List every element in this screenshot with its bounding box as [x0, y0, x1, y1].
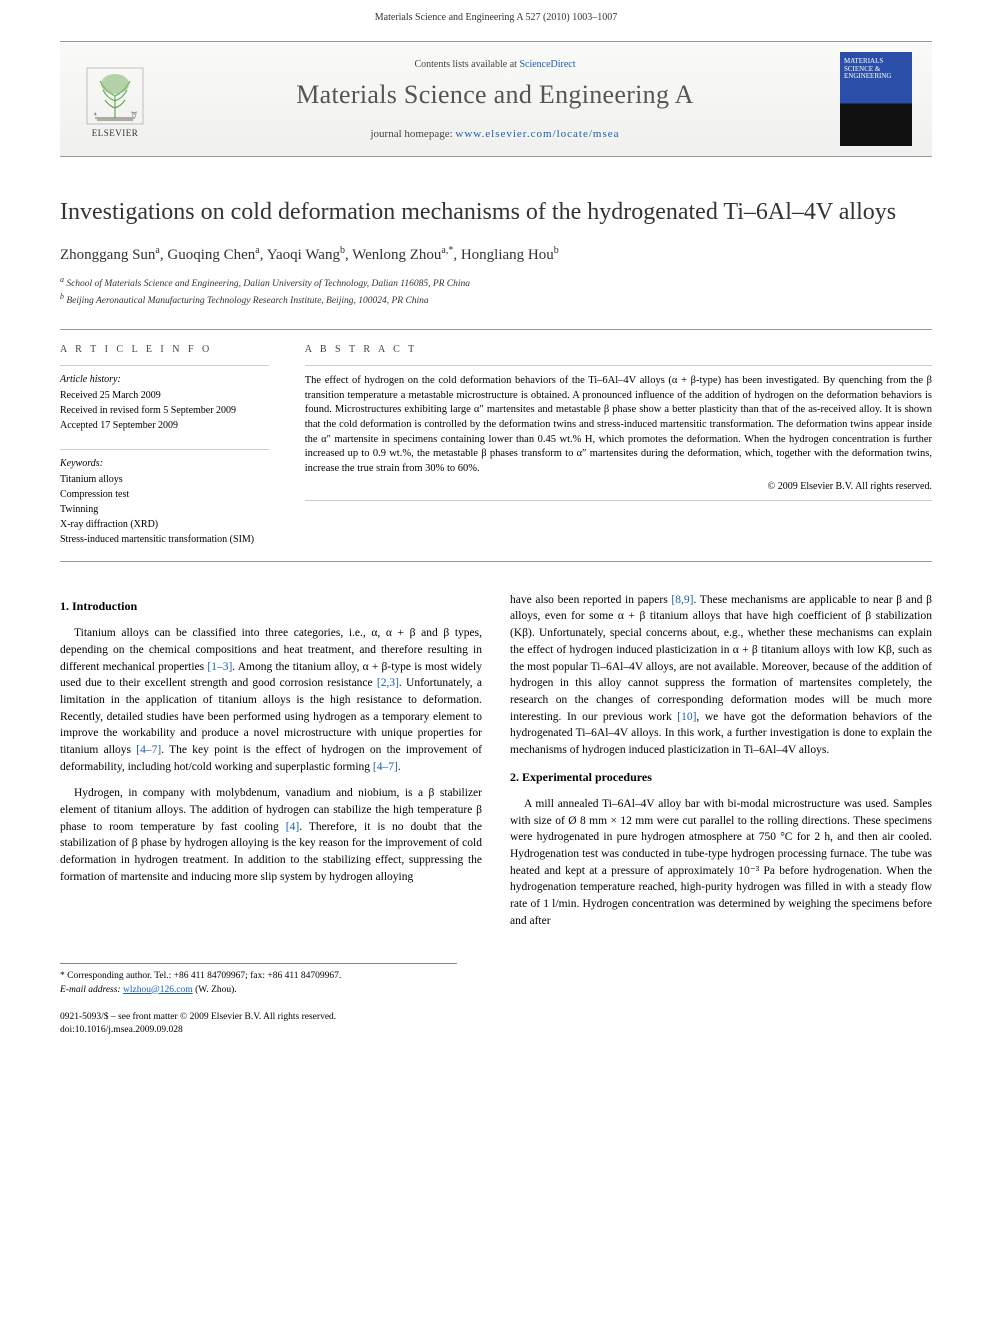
contents-available-line: Contents lists available at ScienceDirec… [170, 59, 820, 70]
keywords-list: Titanium alloysCompression testTwinningX… [60, 472, 269, 547]
article-info-heading: A R T I C L E I N F O [60, 344, 269, 355]
abstract-text: The effect of hydrogen on the cold defor… [305, 374, 932, 477]
publisher-name: ELSEVIER [92, 128, 139, 138]
article-title: Investigations on cold deformation mecha… [60, 197, 932, 227]
article-info-panel: A R T I C L E I N F O Article history: R… [60, 330, 287, 561]
banner-center: Contents lists available at ScienceDirec… [170, 59, 820, 140]
avail-prefix: Contents lists available at [414, 59, 519, 70]
author-list: Zhonggang Suna, Guoqing Chena, Yaoqi Wan… [60, 245, 932, 264]
email-label: E-mail address: [60, 985, 123, 995]
right-column: have also been reported in papers [8,9].… [510, 592, 932, 939]
journal-homepage-link[interactable]: www.elsevier.com/locate/msea [455, 128, 619, 140]
email-suffix: (W. Zhou). [193, 985, 237, 995]
body-columns: 1. Introduction Titanium alloys can be c… [60, 592, 932, 939]
front-matter-line: 0921-5093/$ – see front matter © 2009 El… [60, 1011, 932, 1024]
history-lines: Received 25 March 2009Received in revise… [60, 388, 269, 433]
section-2-heading: 2. Experimental procedures [510, 769, 932, 786]
homepage-prefix: journal homepage: [370, 128, 455, 140]
section-1-heading: 1. Introduction [60, 598, 482, 615]
left-column: 1. Introduction Titanium alloys can be c… [60, 592, 482, 939]
running-head: Materials Science and Engineering A 527 … [0, 0, 992, 41]
abstract-heading: A B S T R A C T [305, 344, 932, 355]
corr-email-line: E-mail address: wlzhou@126.com (W. Zhou)… [60, 984, 457, 997]
abstract-copyright: © 2009 Elsevier B.V. All rights reserved… [305, 481, 932, 492]
corr-email-link[interactable]: wlzhou@126.com [123, 985, 193, 995]
corresponding-footnote: * Corresponding author. Tel.: +86 411 84… [60, 963, 457, 997]
journal-homepage-line: journal homepage: www.elsevier.com/locat… [170, 128, 820, 140]
journal-cover-thumbnail: MATERIALS SCIENCE & ENGINEERING [840, 52, 912, 146]
affiliations: a School of Materials Science and Engine… [60, 274, 932, 309]
abstract-panel: A B S T R A C T The effect of hydrogen o… [287, 330, 932, 561]
section-1-para-1: Titanium alloys can be classified into t… [60, 625, 482, 775]
sciencedirect-link[interactable]: ScienceDirect [519, 59, 575, 70]
section-2-para-1: A mill annealed Ti–6Al–4V alloy bar with… [510, 796, 932, 929]
journal-title: Materials Science and Engineering A [170, 80, 820, 110]
section-1-para-3: have also been reported in papers [8,9].… [510, 592, 932, 759]
svg-text:⚘: ⚘ [93, 112, 97, 118]
doi-block: 0921-5093/$ – see front matter © 2009 El… [60, 1011, 932, 1038]
journal-banner: ⚘ ⛩ ELSEVIER Contents lists available at… [60, 41, 932, 157]
keywords-heading: Keywords: [60, 458, 269, 469]
section-1-para-2: Hydrogen, in company with molybdenum, va… [60, 785, 482, 885]
cover-text: MATERIALS SCIENCE & ENGINEERING [844, 58, 908, 81]
corr-author-line: * Corresponding author. Tel.: +86 411 84… [60, 970, 457, 983]
doi-line: doi:10.1016/j.msea.2009.09.028 [60, 1024, 932, 1037]
svg-text:⛩: ⛩ [131, 111, 137, 118]
history-heading: Article history: [60, 374, 269, 385]
publisher-logo: ⚘ ⛩ ELSEVIER [80, 60, 150, 138]
